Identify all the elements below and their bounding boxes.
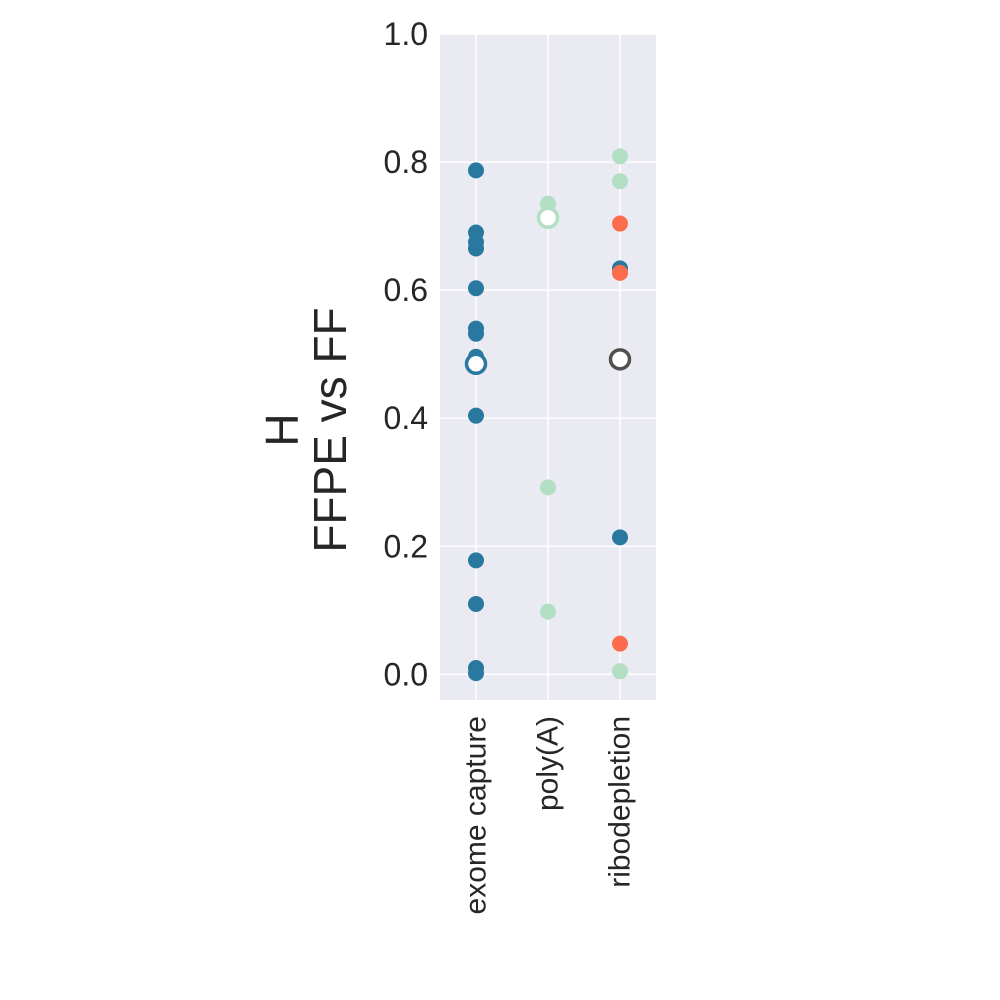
y-tick-label: 0.4	[384, 400, 428, 436]
y-axis-title-line-2: FFPE vs FF	[304, 307, 356, 552]
y-tick-label: 0.0	[384, 656, 428, 692]
data-points	[468, 148, 628, 682]
data-point	[612, 529, 628, 546]
data-point	[468, 407, 484, 424]
data-point	[612, 663, 628, 680]
median-marker	[608, 348, 632, 371]
data-point	[468, 665, 484, 682]
x-axis-categories: exome capture poly(A) ribodepletion	[460, 716, 637, 914]
y-axis-ticks: 0.0 0.2 0.4 0.6 0.8 1.0	[384, 16, 428, 692]
data-point	[468, 552, 484, 569]
data-point	[468, 280, 484, 297]
data-point	[540, 479, 556, 496]
y-tick-label: 0.6	[384, 272, 428, 308]
median-marker	[536, 206, 560, 230]
x-category-label: ribodepletion	[604, 716, 637, 888]
data-point	[612, 215, 628, 232]
data-point	[612, 173, 628, 190]
data-point	[468, 240, 484, 257]
median-marker	[464, 352, 488, 376]
y-tick-label: 1.0	[384, 16, 428, 52]
data-point	[468, 162, 484, 179]
median-markers	[464, 206, 632, 376]
y-axis-title-line-1: H	[256, 413, 308, 446]
y-tick-label: 0.8	[384, 144, 428, 180]
data-point	[612, 635, 628, 652]
data-point	[612, 148, 628, 165]
data-point	[540, 603, 556, 620]
data-point	[468, 325, 484, 342]
data-point	[468, 595, 484, 612]
x-category-label: exome capture	[460, 716, 493, 914]
data-point	[612, 264, 628, 281]
y-tick-label: 0.2	[384, 528, 428, 564]
x-category-label: poly(A)	[532, 716, 565, 811]
